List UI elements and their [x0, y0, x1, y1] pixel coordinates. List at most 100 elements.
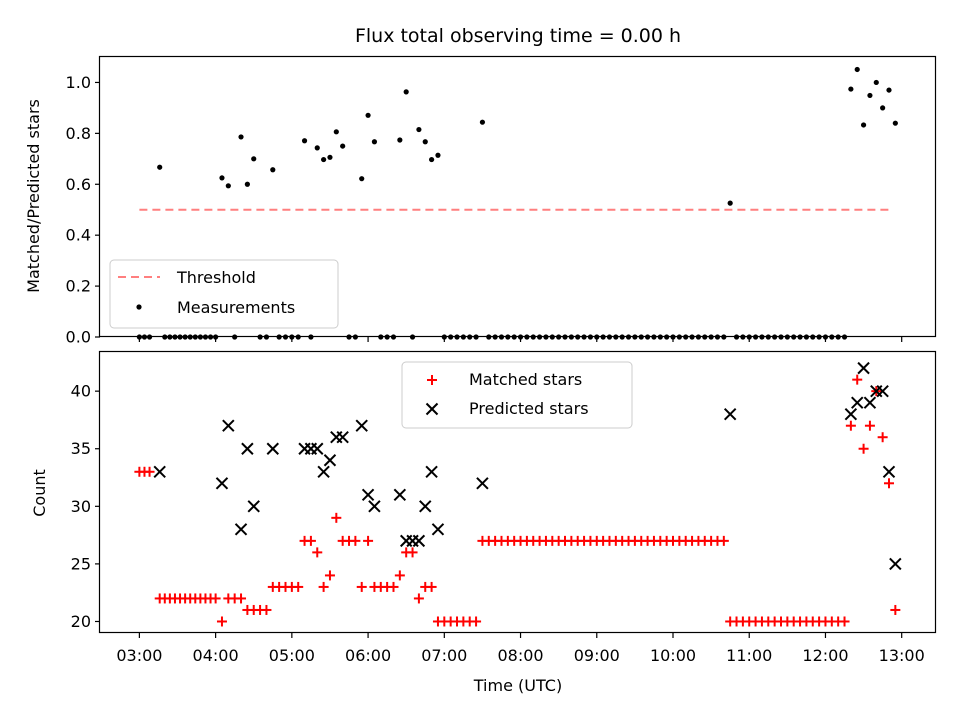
measurement-point	[416, 126, 422, 133]
predicted-stars-point	[215, 477, 229, 490]
measurement-point	[854, 66, 860, 73]
measurement-point	[301, 138, 308, 144]
predicted-stars-point	[476, 477, 489, 490]
measurement-point	[397, 137, 403, 143]
matched-stars-point	[718, 535, 729, 546]
chart-title: Flux total observing time = 0.00 h	[355, 25, 681, 47]
measurement-point	[225, 183, 231, 189]
predicted-stars-point	[851, 396, 864, 409]
predicted-stars-point	[412, 534, 426, 548]
matched-stars-point	[305, 535, 316, 546]
legend-matched-swatch	[427, 375, 437, 385]
bottom-legend: Matched stars Predicted stars	[401, 361, 633, 429]
predicted-stars-point	[844, 407, 858, 421]
matched-stars-point	[877, 432, 888, 443]
matched-stars-point	[883, 478, 894, 489]
predicted-stars-point	[857, 361, 870, 375]
measurement-point	[333, 129, 339, 135]
matched-stars-point	[407, 547, 418, 558]
measurement-point	[327, 154, 333, 160]
measurement-point	[880, 105, 886, 111]
measurement-point	[873, 79, 879, 86]
matched-stars-point	[471, 616, 482, 627]
x-tick-label: 06:00	[345, 646, 391, 665]
top-legend-box	[109, 259, 339, 329]
matched-stars-point	[324, 570, 335, 581]
matched-stars-point	[426, 581, 437, 592]
legend-matched-label: Matched stars	[469, 370, 582, 389]
measurement-point	[244, 181, 250, 187]
matched-stars-point	[363, 535, 374, 546]
x-tick-label: 13:00	[879, 646, 925, 665]
measurement-point	[314, 145, 320, 151]
matched-stars-point	[210, 593, 221, 604]
predicted-stars-point	[311, 442, 324, 455]
predicted-stars-point	[431, 523, 445, 536]
measurement-point	[365, 112, 371, 118]
y-tick-label: 35	[71, 439, 91, 458]
predicted-stars-point	[368, 500, 381, 513]
top-panel-frame	[98, 55, 937, 338]
matched-stars-point	[356, 581, 367, 592]
predicted-stars-point	[876, 384, 889, 398]
x-tick-label: 12:00	[802, 646, 848, 665]
measurement-point	[867, 92, 873, 99]
x-tick-label: 05:00	[269, 646, 315, 665]
x-tick-label: 11:00	[726, 646, 772, 665]
matched-stars-point	[144, 466, 155, 477]
predicted-stars-point	[241, 442, 254, 455]
measurement-point	[219, 175, 225, 181]
x-tick-label: 07:00	[421, 646, 467, 665]
measurement-point	[727, 200, 733, 206]
x-axis-label: Time (UTC)	[473, 676, 562, 695]
predicted-stars-point	[889, 557, 902, 571]
measurement-point	[479, 119, 486, 125]
matched-stars-point	[858, 443, 869, 454]
legend-threshold-label: Threshold	[176, 268, 256, 287]
predicted-stars-point	[393, 488, 407, 502]
y-tick-label: 0.6	[66, 175, 91, 194]
matched-stars-point	[293, 581, 304, 592]
measurement-point	[848, 86, 854, 92]
top-panel-y-ticks: 0.0 0.2 0.4 0.6 0.8 1.0	[66, 73, 100, 347]
matched-stars-point	[261, 604, 272, 615]
bottom-panel-frame	[98, 350, 937, 634]
top-panel: 0.0 0.2 0.4 0.6 0.8 1.0 Matched/Predicted sta…	[24, 55, 937, 347]
measurement-point	[238, 134, 244, 140]
y-tick-label: 25	[71, 554, 91, 573]
legend-measurements-swatch	[136, 304, 142, 310]
matched-stars-point	[413, 593, 424, 604]
legend-plus-marker	[427, 375, 437, 385]
predicted-stars-point	[355, 419, 368, 432]
predicted-stars-point	[266, 442, 279, 455]
x-tick-label: 04:00	[193, 646, 239, 665]
y-tick-label: 1.0	[66, 73, 91, 92]
top-panel-marks	[136, 66, 898, 340]
predicted-stars-point	[723, 407, 737, 421]
measurement-point	[157, 164, 163, 170]
top-legend: Threshold Measurements	[109, 259, 339, 329]
x-tick-label: 09:00	[574, 646, 620, 665]
bottom-panel-y-ticks: 20 25 30 35 40	[71, 382, 100, 631]
matched-stars-point	[350, 535, 361, 546]
matched-stars-point	[852, 374, 863, 385]
measurement-point	[340, 143, 346, 149]
measurement-point	[429, 156, 435, 163]
matched-stars-point	[388, 581, 399, 592]
predicted-stars-point	[882, 465, 896, 478]
matched-stars-point	[318, 581, 329, 592]
matched-stars-point	[864, 420, 875, 431]
bottom-panel-marks	[134, 361, 902, 627]
y-tick-label: 0.2	[66, 277, 91, 296]
bottom-legend-box	[401, 361, 633, 429]
measurement-point	[435, 152, 441, 158]
predicted-stars-point	[234, 523, 248, 536]
matched-stars-point	[236, 593, 247, 604]
predicted-stars-point	[336, 431, 349, 444]
predicted-stars-point	[425, 465, 438, 478]
bottom-y-axis-label: Count	[30, 469, 49, 517]
legend-predicted-swatch	[425, 402, 439, 416]
predicted-stars-point	[317, 465, 330, 478]
